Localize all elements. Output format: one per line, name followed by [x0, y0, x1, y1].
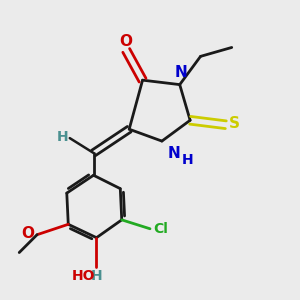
Text: H: H	[57, 130, 68, 144]
Text: H: H	[182, 153, 194, 167]
Text: O: O	[120, 34, 133, 49]
Text: N: N	[175, 65, 188, 80]
Text: N: N	[167, 146, 180, 160]
Text: O: O	[22, 226, 35, 241]
Text: HO: HO	[71, 269, 95, 283]
Text: Cl: Cl	[153, 222, 168, 236]
Text: S: S	[229, 116, 240, 131]
Text: H: H	[91, 269, 102, 283]
